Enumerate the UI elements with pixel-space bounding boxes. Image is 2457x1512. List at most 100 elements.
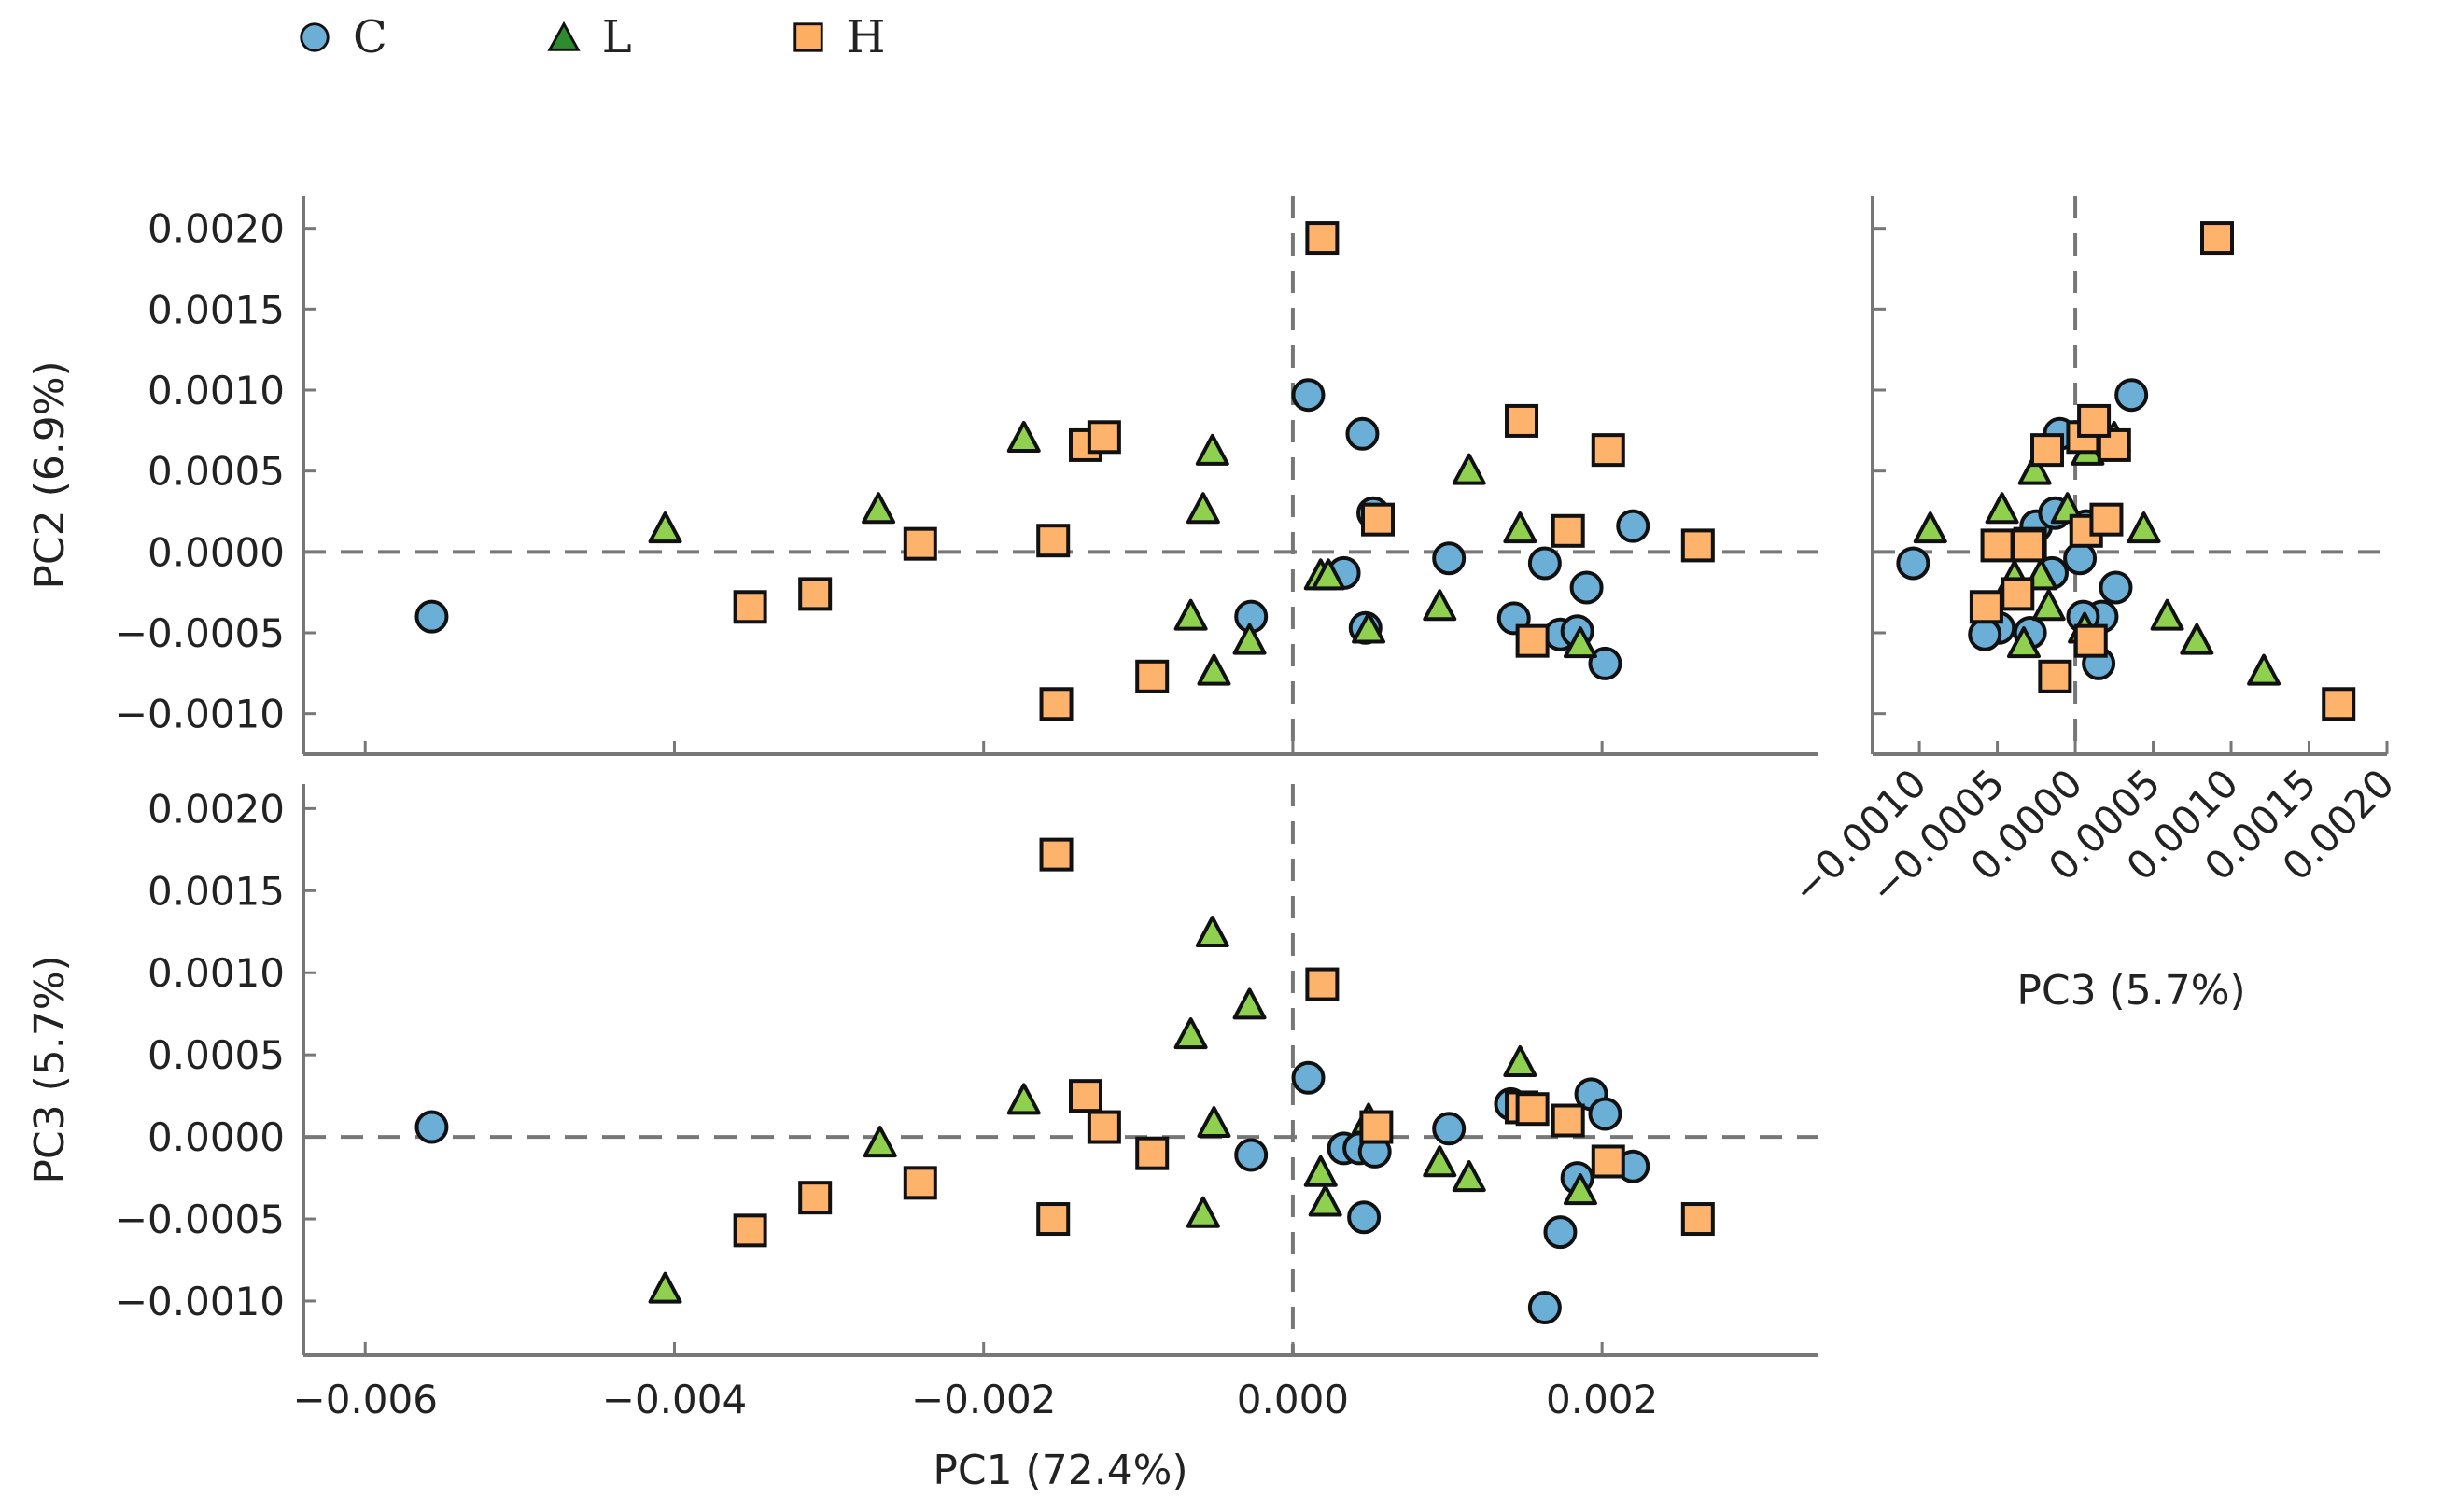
point-h	[1305, 221, 1340, 256]
point-h	[1359, 1110, 1394, 1144]
point-l	[1006, 421, 1041, 453]
y-tick-label: −0.0005	[115, 610, 285, 656]
legend-triangle-icon	[547, 21, 581, 51]
point-l	[1352, 611, 1386, 644]
point-h	[2089, 502, 2124, 537]
point-h	[1551, 1103, 1585, 1138]
point-h	[1980, 528, 2015, 563]
legend-item-h: H	[791, 15, 885, 60]
y-tick-label: 0.0000	[147, 1114, 285, 1160]
point-l	[863, 1126, 897, 1158]
point-h	[2200, 221, 2235, 256]
panel-pc3-pc2: −0.0010−0.00050.00000.00050.00100.00150.…	[1783, 196, 2403, 1015]
point-c	[1968, 617, 2002, 651]
point-h	[1039, 837, 1074, 872]
point-l	[1232, 623, 1267, 655]
point-c	[1345, 416, 1380, 451]
point-h	[1680, 1202, 1715, 1237]
y-axis-title: PC2 (6.9%)	[26, 360, 74, 589]
point-l	[1186, 1196, 1220, 1228]
point-h	[1036, 524, 1071, 558]
y-tick-label: 0.0005	[147, 1032, 285, 1078]
y-tick-label: 0.0020	[147, 206, 285, 252]
y-tick-label: 0.0015	[147, 868, 285, 914]
point-h	[2038, 659, 2072, 693]
y-tick-label: −0.0005	[115, 1197, 285, 1242]
x-tick-label: −0.002	[911, 1377, 1056, 1422]
point-h	[903, 526, 937, 561]
x-tick-label: 0.002	[1546, 1377, 1658, 1422]
point-h	[1068, 1079, 1102, 1113]
legend-label-l: L	[601, 11, 632, 63]
point-c	[1896, 546, 1930, 581]
point-h	[2077, 403, 2112, 438]
x-axis-title: PC3 (5.7%)	[2016, 967, 2245, 1015]
point-h	[1969, 590, 2003, 624]
point-c	[1432, 1112, 1467, 1146]
point-l	[1985, 492, 2019, 525]
y-tick-label: −0.0010	[115, 1279, 285, 1324]
point-l	[1503, 1044, 1537, 1077]
point-h	[1591, 1144, 1625, 1179]
point-h	[1515, 1092, 1550, 1127]
point-l	[2017, 453, 2052, 485]
point-l	[1197, 1106, 1231, 1139]
point-l	[1563, 1173, 1597, 1206]
point-h	[1087, 1110, 1121, 1144]
point-h	[2001, 577, 2035, 611]
point-l	[1197, 653, 1231, 686]
legend-square-icon	[793, 22, 823, 52]
point-h	[2011, 528, 2045, 563]
y-tick-label: 0.0010	[147, 368, 285, 413]
point-h	[2322, 687, 2356, 721]
x-tick-label: 0.000	[1237, 1377, 1349, 1422]
y-tick-label: −0.0010	[115, 692, 285, 737]
point-l	[1303, 1155, 1338, 1187]
point-l	[1452, 453, 1486, 485]
point-l	[648, 1271, 682, 1304]
point-c	[2063, 541, 2098, 576]
point-c	[1543, 1215, 1578, 1250]
point-h	[1087, 420, 1121, 455]
y-tick-label: 0.0005	[147, 449, 285, 495]
point-h	[798, 577, 833, 611]
point-l	[2031, 589, 2066, 622]
point-h	[733, 1213, 767, 1248]
x-axis-title: PC1 (72.4%)	[933, 1447, 1187, 1494]
point-c	[414, 1110, 449, 1144]
point-l	[1232, 987, 1267, 1020]
point-c	[1569, 570, 1604, 605]
point-c	[2099, 570, 2133, 605]
point-l	[1563, 626, 1597, 659]
point-c	[1291, 378, 1326, 413]
y-tick-label: 0.0020	[147, 786, 285, 832]
point-h	[1515, 623, 1550, 658]
point-l	[2150, 598, 2184, 631]
point-h	[1505, 403, 1539, 438]
point-l	[1312, 558, 1346, 591]
point-h	[903, 1166, 937, 1200]
legend-circle-icon	[300, 22, 330, 52]
point-l	[1913, 511, 1947, 544]
x-tick-label: −0.004	[602, 1377, 747, 1422]
point-l	[1195, 916, 1229, 948]
x-tick-label: −0.006	[293, 1377, 438, 1422]
y-tick-label: 0.0010	[147, 950, 285, 996]
point-l	[1186, 492, 1220, 525]
point-h	[2073, 623, 2108, 658]
y-tick-label: 0.0015	[147, 287, 285, 332]
point-h	[1551, 513, 1585, 548]
point-c	[1432, 541, 1467, 576]
point-h	[1305, 967, 1340, 1001]
point-c	[1527, 546, 1562, 581]
point-l	[2247, 653, 2282, 686]
point-h	[798, 1181, 833, 1215]
point-c	[1588, 646, 1622, 680]
point-h	[1039, 687, 1074, 721]
point-l	[1452, 1160, 1486, 1193]
point-l	[1006, 1083, 1041, 1115]
panel-pc1-pc2: −0.0010 −0.0005 0.0000 0.0005 0.0010 0.0015 0.…	[26, 196, 1818, 756]
y-axis-title: PC3 (5.7%)	[26, 955, 74, 1183]
point-l	[862, 492, 896, 525]
